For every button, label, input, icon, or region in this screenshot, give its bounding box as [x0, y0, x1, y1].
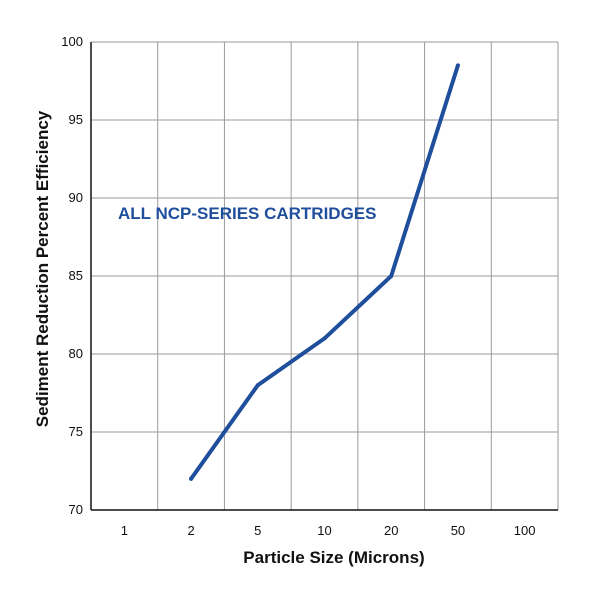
y-tick-label: 90 [69, 190, 83, 205]
y-tick-label: 85 [69, 268, 83, 283]
x-tick-label: 5 [254, 523, 261, 538]
data-point [455, 63, 460, 68]
data-point [389, 274, 394, 278]
x-tick-label: 20 [384, 523, 398, 538]
axes [90, 42, 558, 511]
y-tick-label: 100 [61, 34, 83, 49]
x-axis-title: Particle Size (Microns) [243, 548, 424, 567]
y-tick-label: 70 [69, 502, 83, 517]
y-tick-label: 95 [69, 112, 83, 127]
x-tick-label: 10 [317, 523, 331, 538]
y-axis-title: Sediment Reduction Percent Efficiency [33, 110, 52, 427]
grid [91, 41, 559, 511]
series-line [189, 63, 460, 481]
x-tick-labels: 1 2 5 10 20 50 100 [121, 523, 536, 538]
chart-annotation: ALL NCP-SERIES CARTRIDGES [118, 204, 377, 223]
y-tick-label: 80 [69, 346, 83, 361]
y-tick-label: 75 [69, 424, 83, 439]
x-tick-label: 100 [514, 523, 536, 538]
x-tick-label: 2 [187, 523, 194, 538]
data-point [189, 476, 194, 481]
data-point [255, 383, 260, 388]
data-point [322, 336, 327, 341]
x-tick-label: 50 [451, 523, 465, 538]
series [189, 63, 460, 481]
x-tick-label: 1 [121, 523, 128, 538]
y-tick-labels: 70 75 80 85 90 95 100 [61, 34, 83, 517]
